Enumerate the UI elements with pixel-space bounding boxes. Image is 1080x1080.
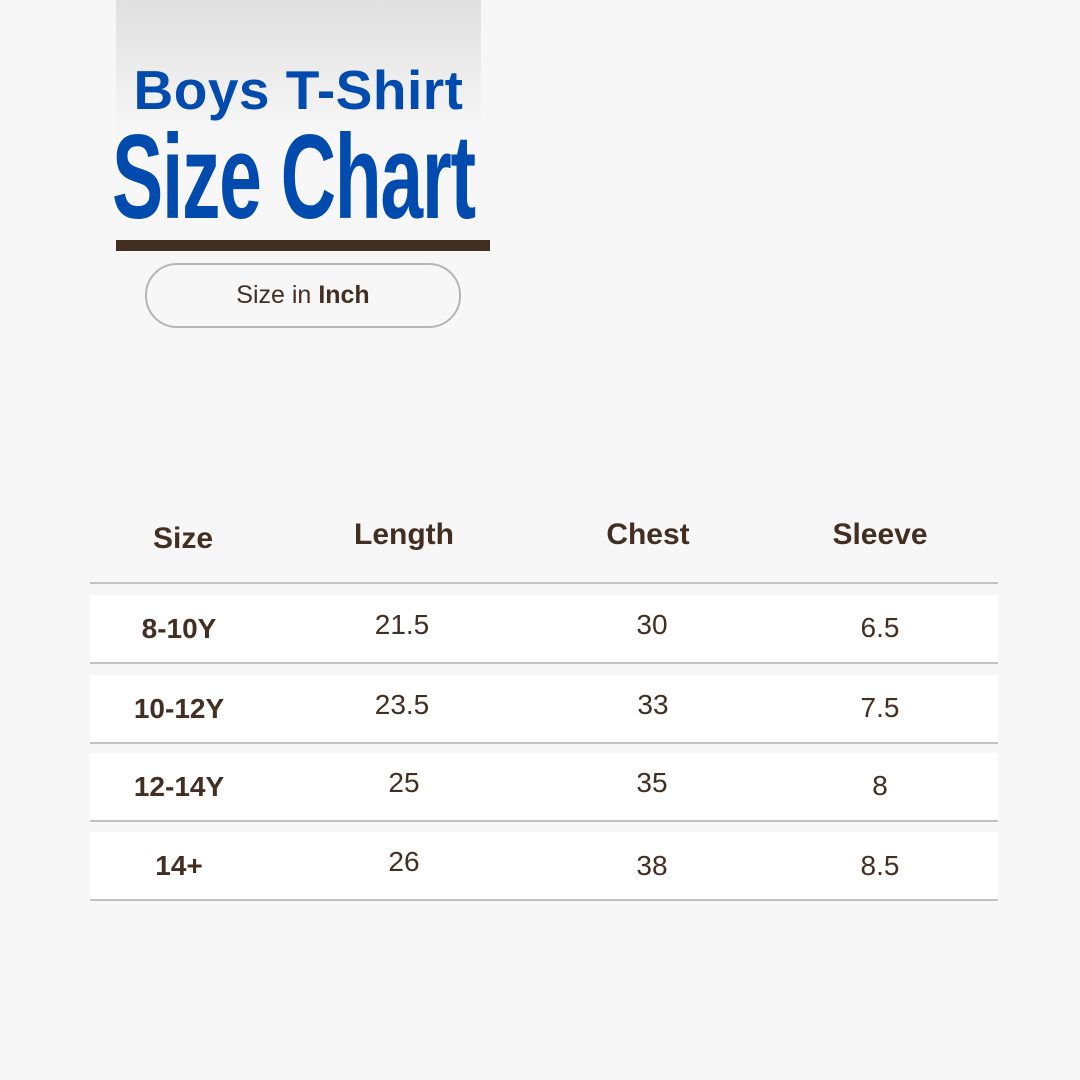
cell-length: 21.5 bbox=[374, 609, 430, 640]
table-row: 14+ 26 38 8.5 bbox=[90, 832, 998, 899]
table-row: 8-10Y 21.5 30 6.5 bbox=[90, 595, 998, 662]
cell-size: 12-14Y bbox=[133, 771, 225, 802]
header-size: Size bbox=[152, 522, 214, 555]
header-chest: Chest bbox=[606, 518, 690, 551]
divider bbox=[90, 820, 998, 822]
cell-length: 25 bbox=[388, 767, 420, 798]
unit-prefix: Size in bbox=[236, 281, 312, 309]
cell-sleeve: 7.5 bbox=[860, 692, 900, 723]
header-length: Length bbox=[354, 518, 454, 551]
cell-chest: 33 bbox=[637, 689, 669, 720]
cell-length: 26 bbox=[388, 846, 420, 877]
cell-size: 14+ bbox=[155, 850, 203, 881]
cell-size: 8-10Y bbox=[141, 613, 217, 644]
divider bbox=[90, 899, 998, 901]
unit-badge: Size in Inch bbox=[145, 263, 461, 328]
cell-size: 10-12Y bbox=[133, 693, 225, 724]
divider bbox=[90, 662, 998, 664]
unit-name: Inch bbox=[318, 281, 370, 309]
title-underline bbox=[116, 240, 490, 251]
cell-chest: 35 bbox=[636, 767, 668, 798]
cell-sleeve: 6.5 bbox=[860, 612, 900, 643]
header-sleeve: Sleeve bbox=[832, 518, 928, 551]
table-row: 12-14Y 25 35 8 bbox=[90, 753, 998, 820]
divider bbox=[90, 582, 998, 584]
cell-sleeve: 8 bbox=[872, 770, 888, 801]
table-row: 10-12Y 23.5 33 7.5 bbox=[90, 675, 998, 742]
cell-length: 23.5 bbox=[374, 689, 430, 720]
cell-chest: 38 bbox=[636, 850, 668, 881]
title-line-2: Size Chart bbox=[112, 110, 476, 244]
cell-sleeve: 8.5 bbox=[860, 850, 900, 881]
divider bbox=[90, 742, 998, 744]
title-background bbox=[116, 0, 481, 135]
title-line-1: Boys T-Shirt bbox=[133, 59, 464, 121]
cell-chest: 30 bbox=[636, 609, 668, 640]
